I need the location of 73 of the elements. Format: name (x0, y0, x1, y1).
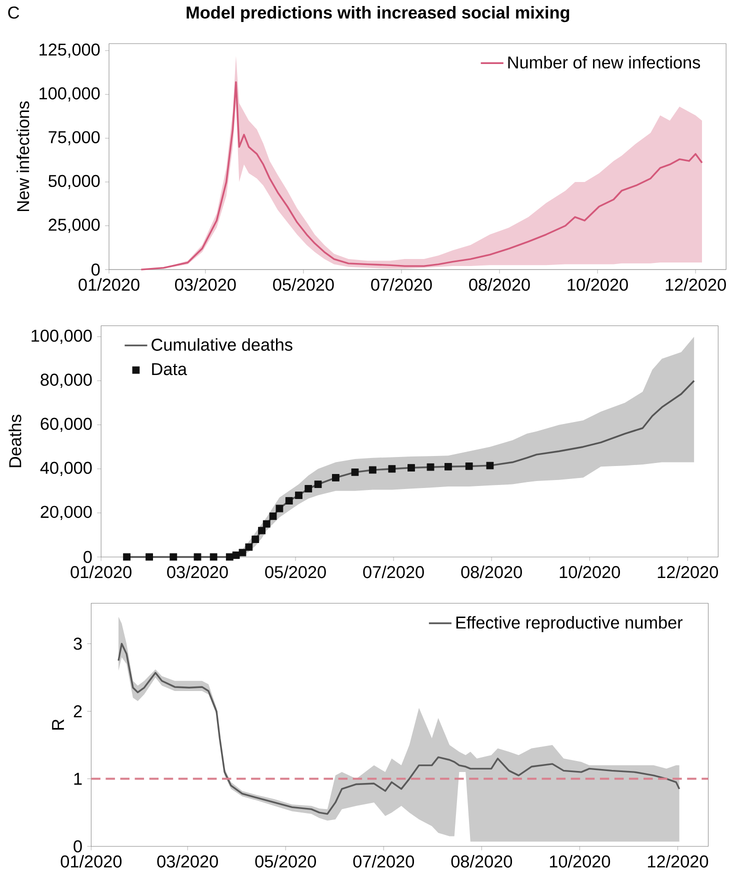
legend-label: Cumulative deaths (152, 338, 292, 351)
y-tick-label: 125,000 (40, 44, 100, 58)
point (262, 520, 270, 528)
y-tick-label: 100,000 (32, 330, 92, 344)
point (210, 553, 218, 561)
x-tick-label: 01/2020 (60, 854, 122, 868)
y-tick-label: 25,000 (48, 218, 100, 233)
point (408, 464, 415, 472)
y-tick-label: 20,000 (40, 506, 92, 520)
y-tick-label: 2 (74, 705, 82, 718)
y-tick-label: 80,000 (40, 374, 92, 388)
point (304, 484, 312, 492)
point (388, 465, 396, 473)
x-tick-label: 01/2020 (70, 566, 132, 578)
y-axis-title: New infections (16, 101, 30, 212)
y-tick-label: 3 (74, 638, 82, 650)
x-tick-label: 01/2020 (78, 278, 140, 291)
y-tick-label: 0 (91, 263, 100, 276)
point (269, 512, 277, 520)
y-tick-label: 100,000 (40, 87, 100, 102)
x-tick-label: 10/2020 (568, 278, 628, 291)
point (486, 462, 494, 470)
y-tick-label: 50,000 (48, 174, 100, 190)
point (252, 536, 260, 544)
point (368, 466, 376, 474)
point (351, 468, 359, 476)
point (258, 526, 266, 534)
x-tick-label: 07/2020 (353, 854, 414, 868)
y-tick-label: 0 (74, 840, 82, 852)
point (238, 548, 246, 556)
x-tick-label: 10/2020 (560, 566, 620, 578)
point (226, 553, 234, 561)
x-tick-label: 05/2020 (265, 566, 326, 578)
x-tick-label: 05/2020 (255, 854, 316, 868)
point (194, 553, 202, 561)
x-tick-label: 12/2020 (666, 278, 726, 291)
point (332, 474, 340, 482)
point (465, 462, 473, 470)
point (295, 492, 302, 499)
x-tick-label: 03/2020 (167, 566, 228, 578)
x-tick-label: 03/2020 (157, 854, 218, 868)
chart-title: Model predictions with increased social mixing (186, 6, 570, 22)
point (444, 462, 452, 470)
point (276, 504, 284, 512)
x-tick-label: 12/2020 (648, 854, 708, 868)
text: C (8, 6, 20, 19)
legend-label: Data (152, 363, 188, 376)
y-tick-label: 1 (74, 772, 82, 785)
point (170, 553, 178, 561)
point (285, 497, 293, 505)
x-tick-label: 10/2020 (550, 854, 610, 868)
y-tick-label: 60,000 (40, 418, 92, 432)
legend-label: Number of new infections (508, 56, 700, 69)
point (245, 543, 253, 551)
legend-label: Effective reproductive number (456, 616, 683, 632)
point (314, 480, 322, 488)
y-tick-label: 75,000 (48, 131, 100, 146)
point (146, 553, 153, 561)
x-tick-label: 08/2020 (469, 278, 530, 291)
y-tick-label: 0 (84, 550, 92, 564)
x-tick-label: 05/2020 (273, 278, 334, 291)
x-tick-label: 08/2020 (461, 566, 522, 578)
x-tick-label: 12/2020 (658, 566, 718, 578)
point (426, 463, 434, 471)
x-tick-label: 08/2020 (451, 854, 512, 868)
point (123, 553, 130, 561)
y-axis-title: R (52, 719, 64, 730)
y-axis-title: Deaths (8, 414, 22, 468)
x-tick-label: 07/2020 (363, 566, 424, 578)
x-tick-label: 07/2020 (371, 278, 432, 291)
x-tick-label: 03/2020 (175, 278, 236, 291)
point (232, 552, 240, 559)
y-tick-label: 40,000 (40, 462, 92, 476)
